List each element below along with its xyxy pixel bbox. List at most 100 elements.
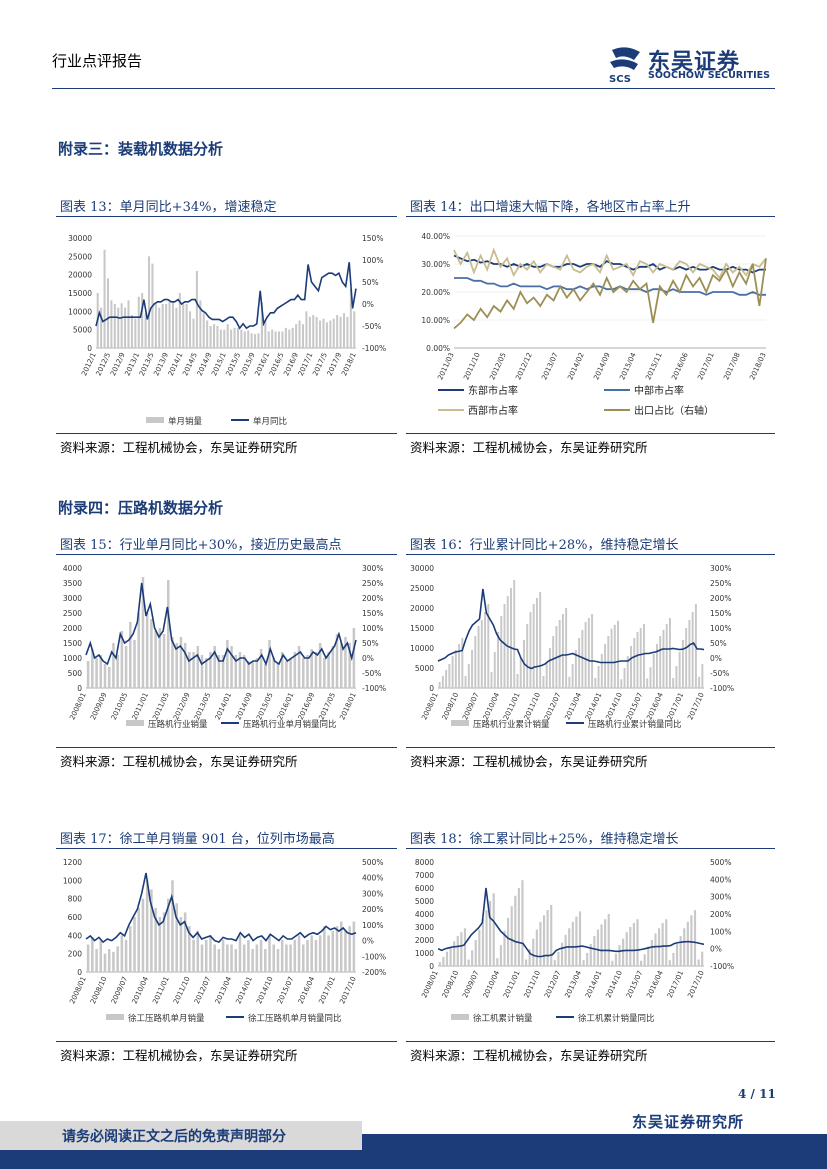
bar — [167, 898, 170, 972]
x-tick-label: 2012/07 — [193, 975, 213, 1005]
logo-mark-icon: SCS — [609, 47, 640, 84]
bar — [493, 652, 496, 688]
y-left-tick-label: 1000 — [63, 876, 82, 885]
bar — [587, 618, 590, 688]
figure-16-source: 资料来源：工程机械协会，东吴证券研究所 — [410, 754, 648, 769]
bar — [175, 903, 178, 972]
bar — [458, 644, 461, 688]
x-tick-label: 2016/09 — [297, 691, 317, 721]
bar — [611, 960, 614, 966]
bar — [145, 880, 149, 972]
bar — [471, 650, 474, 688]
bar — [672, 678, 675, 688]
bar — [308, 316, 311, 348]
bar — [600, 654, 603, 688]
bar — [297, 935, 301, 972]
x-tick-label: 2016/04 — [297, 975, 317, 1005]
legend-swatch — [451, 1014, 469, 1020]
bar — [349, 289, 352, 348]
figure-16-chart: 30000 25000 20000 15000 10000 5000 0 300% 250% 20… — [410, 564, 734, 730]
bar — [195, 271, 198, 348]
x-tick-label: 2015/07 — [625, 691, 645, 721]
bar — [255, 658, 259, 688]
y-left-tick-label: 0 — [429, 962, 434, 971]
y-right-tick-label: 0% — [710, 654, 722, 663]
x-tick-label: 2017/10 — [338, 975, 358, 1005]
footer-disclaimer: 请务必阅读正文之后的免责声明部分 — [62, 1129, 286, 1145]
bar — [675, 666, 678, 688]
bar — [685, 628, 688, 688]
legend-label: 出口占比（右轴） — [634, 404, 714, 417]
bar — [329, 320, 332, 348]
bar — [343, 313, 346, 348]
bar — [325, 322, 328, 348]
bar — [344, 930, 347, 972]
bar — [295, 324, 298, 348]
bar — [185, 304, 188, 348]
bar — [489, 901, 492, 966]
y-right-tick-label: -50% — [710, 669, 729, 678]
bar — [626, 656, 629, 688]
bar — [675, 943, 679, 966]
bar — [441, 676, 444, 688]
y-left-tick-label: 3000 — [415, 923, 434, 932]
bar — [209, 326, 212, 348]
bar — [285, 944, 288, 972]
x-tick-label: 2014/01 — [584, 969, 604, 999]
y-right-tick-label: 200% — [362, 905, 383, 914]
bar — [297, 646, 301, 688]
bar — [477, 626, 480, 688]
bar — [219, 329, 222, 348]
bar — [103, 953, 107, 972]
y-left-tick-label: 400 — [68, 931, 83, 940]
bar — [144, 313, 147, 348]
bar — [168, 300, 171, 348]
x-tick-label: 2011/10 — [462, 351, 482, 381]
bar — [133, 640, 136, 688]
caption-rule — [406, 554, 775, 555]
bar — [456, 936, 459, 966]
bar — [268, 935, 271, 972]
source-rule — [56, 747, 397, 748]
bar — [529, 612, 532, 688]
caption-rule — [406, 848, 775, 849]
bar — [310, 649, 313, 688]
x-tick-label: 2013/04 — [563, 691, 583, 721]
x-tick-label: 2011/05 — [151, 691, 171, 721]
bar — [649, 667, 652, 688]
bar — [578, 638, 581, 688]
bar — [438, 682, 441, 688]
bar — [272, 944, 275, 972]
y-left-tick-label: 5000 — [73, 326, 92, 335]
bar — [192, 318, 195, 348]
legend-label: 单月同比 — [253, 416, 287, 427]
series-line-0 — [437, 887, 705, 958]
legend-label: 西部市占率 — [468, 404, 518, 417]
caption-rule — [56, 848, 397, 849]
bar — [255, 944, 259, 972]
y-right-tick-label: 300% — [362, 889, 383, 898]
bar — [513, 580, 516, 688]
y-right-tick-label: 200% — [710, 594, 731, 603]
y-left-tick-label: 3000 — [63, 594, 82, 603]
bar — [271, 329, 274, 348]
bar — [574, 650, 577, 688]
section-title-appendix4: 附录四：压路机数据分析 — [58, 499, 224, 517]
bar — [106, 278, 109, 348]
bar — [654, 933, 657, 966]
bar — [481, 919, 485, 966]
bar — [322, 318, 325, 348]
bar — [623, 668, 626, 688]
bar — [230, 646, 233, 688]
bar — [301, 324, 304, 348]
bar — [302, 658, 305, 688]
bar — [697, 959, 700, 966]
bar — [331, 646, 335, 688]
bar — [546, 910, 549, 966]
series-line-1 — [454, 277, 766, 296]
bar — [665, 919, 668, 966]
bar — [280, 939, 284, 972]
x-tick-label: 2008/10 — [441, 691, 461, 721]
y-left-tick-label: 600 — [68, 913, 83, 922]
bar — [636, 632, 639, 688]
